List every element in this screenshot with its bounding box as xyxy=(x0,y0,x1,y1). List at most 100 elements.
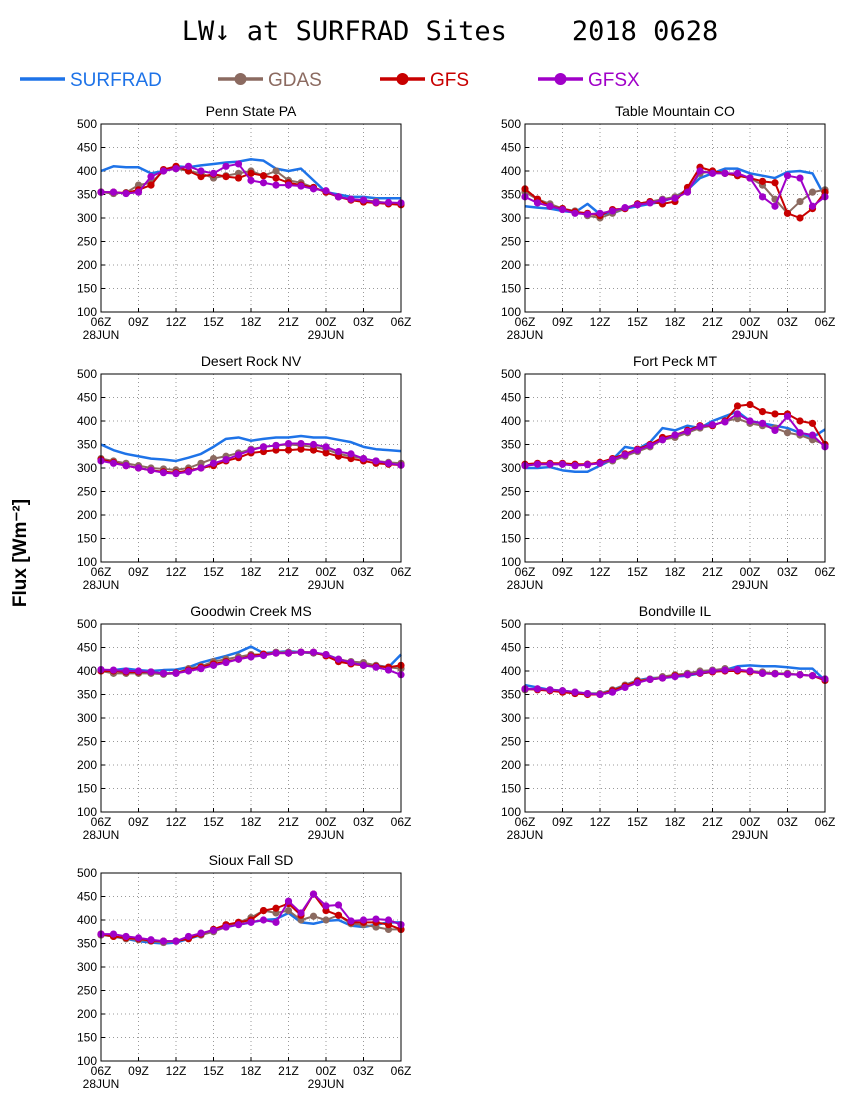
legend-label: SURFRAD xyxy=(70,70,162,91)
data-point-gfsx xyxy=(297,439,305,448)
data-point-gfsx xyxy=(222,455,230,464)
y-tick-label: 300 xyxy=(501,211,521,225)
data-point-gfsx xyxy=(222,162,230,170)
x-tick-label: 21Z xyxy=(702,315,723,329)
data-point-gfsx xyxy=(621,683,629,692)
data-point-gfsx xyxy=(384,198,393,207)
x-tick-label: 15Z xyxy=(203,565,224,579)
date-label: 28JUN xyxy=(83,578,120,592)
y-tick-label: 150 xyxy=(501,282,521,296)
x-tick-label: 09Z xyxy=(552,815,573,829)
x-tick-label: 15Z xyxy=(203,815,224,829)
data-point-gfsx xyxy=(696,669,704,677)
x-tick-label: 12Z xyxy=(590,815,611,829)
y-tick-label: 200 xyxy=(501,758,521,772)
date-label: 29JUN xyxy=(308,1077,345,1091)
data-point-gfs xyxy=(733,402,742,410)
data-point-gfsx xyxy=(197,665,205,673)
y-tick-label: 400 xyxy=(77,414,97,428)
y-tick-label: 450 xyxy=(77,391,97,405)
panel-title: Desert Rock NV xyxy=(201,353,302,369)
data-point-gfsx xyxy=(583,210,592,218)
x-tick-label: 06Z xyxy=(391,565,412,579)
date-label: 29JUN xyxy=(732,578,769,592)
plot-frame xyxy=(524,373,826,563)
y-tick-label: 100 xyxy=(501,805,521,819)
data-point-gfsx xyxy=(671,431,679,439)
data-point-gfsx xyxy=(533,685,542,693)
data-point-gfsx xyxy=(708,169,717,177)
data-point-gfsx xyxy=(708,421,717,429)
data-point-gfs xyxy=(758,177,767,185)
chart-title: LW↓ at SURFRAD Sites 2018 0628 xyxy=(182,16,718,47)
data-point-gfsx xyxy=(696,423,704,431)
x-tick-label: 09Z xyxy=(128,815,149,829)
data-point-gfsx xyxy=(197,167,205,175)
data-point-gfs xyxy=(771,410,779,418)
x-tick-label: 06Z xyxy=(391,315,412,329)
y-tick-label: 200 xyxy=(77,758,97,772)
y-tick-label: 350 xyxy=(501,438,521,452)
data-point-gfsx xyxy=(309,648,318,656)
x-tick-label: 15Z xyxy=(627,815,648,829)
x-tick-label: 18Z xyxy=(241,565,262,579)
y-tick-label: 450 xyxy=(501,141,521,155)
data-point-gfsx xyxy=(808,672,817,680)
legend: SURFRAD GDAS GFS GFSX xyxy=(20,70,640,91)
data-point-gfsx xyxy=(746,417,754,425)
data-point-gfsx xyxy=(122,462,130,470)
data-point-gfsx xyxy=(347,917,355,925)
data-point-gfs xyxy=(334,911,343,919)
data-point-gfsx xyxy=(633,201,642,209)
x-tick-label: 12Z xyxy=(166,565,187,579)
y-tick-label: 150 xyxy=(77,782,97,796)
y-tick-label: 100 xyxy=(77,305,97,319)
data-point-gfsx xyxy=(247,176,255,184)
x-tick-label: 09Z xyxy=(128,1064,149,1078)
panel-title: Sioux Fall SD xyxy=(209,852,294,868)
x-tick-label: 06Z xyxy=(91,1064,112,1078)
y-tick-label: 150 xyxy=(77,1031,97,1045)
data-point-gfsx xyxy=(571,688,579,696)
panel-1: Table Mountain CO 06Z 09Z 12Z 15Z 18Z 21Z 00Z 03… xyxy=(501,103,835,342)
data-point-gfsx xyxy=(558,687,567,695)
y-tick-label: 400 xyxy=(77,664,97,678)
y-tick-label: 100 xyxy=(77,1054,97,1068)
legend-label: GFS xyxy=(430,70,469,91)
y-tick-label: 200 xyxy=(501,258,521,272)
plot-frame xyxy=(524,123,826,313)
x-tick-label: 21Z xyxy=(278,1064,299,1078)
data-point-gfsx xyxy=(247,918,255,926)
y-tick-label: 500 xyxy=(501,367,521,381)
data-point-gfsx xyxy=(608,688,617,696)
data-point-gfsx xyxy=(272,181,280,189)
x-tick-label: 06Z xyxy=(815,315,836,329)
x-tick-label: 18Z xyxy=(241,1064,262,1078)
data-point-gfsx xyxy=(234,160,243,168)
data-point-gfsx xyxy=(671,673,679,681)
data-point-gfs xyxy=(796,417,804,425)
x-tick-label: 06Z xyxy=(91,565,112,579)
legend-item-gfs: GFS xyxy=(380,70,469,91)
y-tick-label: 500 xyxy=(501,117,521,131)
x-tick-label: 03Z xyxy=(777,315,798,329)
data-point-gfs xyxy=(783,209,792,217)
data-point-gfsx xyxy=(683,427,692,435)
data-point-gfsx xyxy=(247,653,255,661)
data-point-gfsx xyxy=(558,460,567,468)
date-label: 28JUN xyxy=(507,828,544,842)
data-point-gfs xyxy=(309,446,318,454)
x-tick-label: 18Z xyxy=(665,565,686,579)
x-tick-label: 15Z xyxy=(627,315,648,329)
data-point-gfsx xyxy=(347,658,355,667)
data-point-gfsx xyxy=(322,187,330,195)
plot-frame xyxy=(100,373,402,563)
data-point-gfsx xyxy=(633,446,642,454)
date-label: 29JUN xyxy=(732,328,769,342)
data-point-gfs xyxy=(259,172,268,180)
date-label: 29JUN xyxy=(732,828,769,842)
data-point-gfsx xyxy=(247,446,255,454)
data-point-gfsx xyxy=(109,459,118,467)
data-point-gfs xyxy=(234,174,243,182)
data-point-gfsx xyxy=(234,921,243,929)
